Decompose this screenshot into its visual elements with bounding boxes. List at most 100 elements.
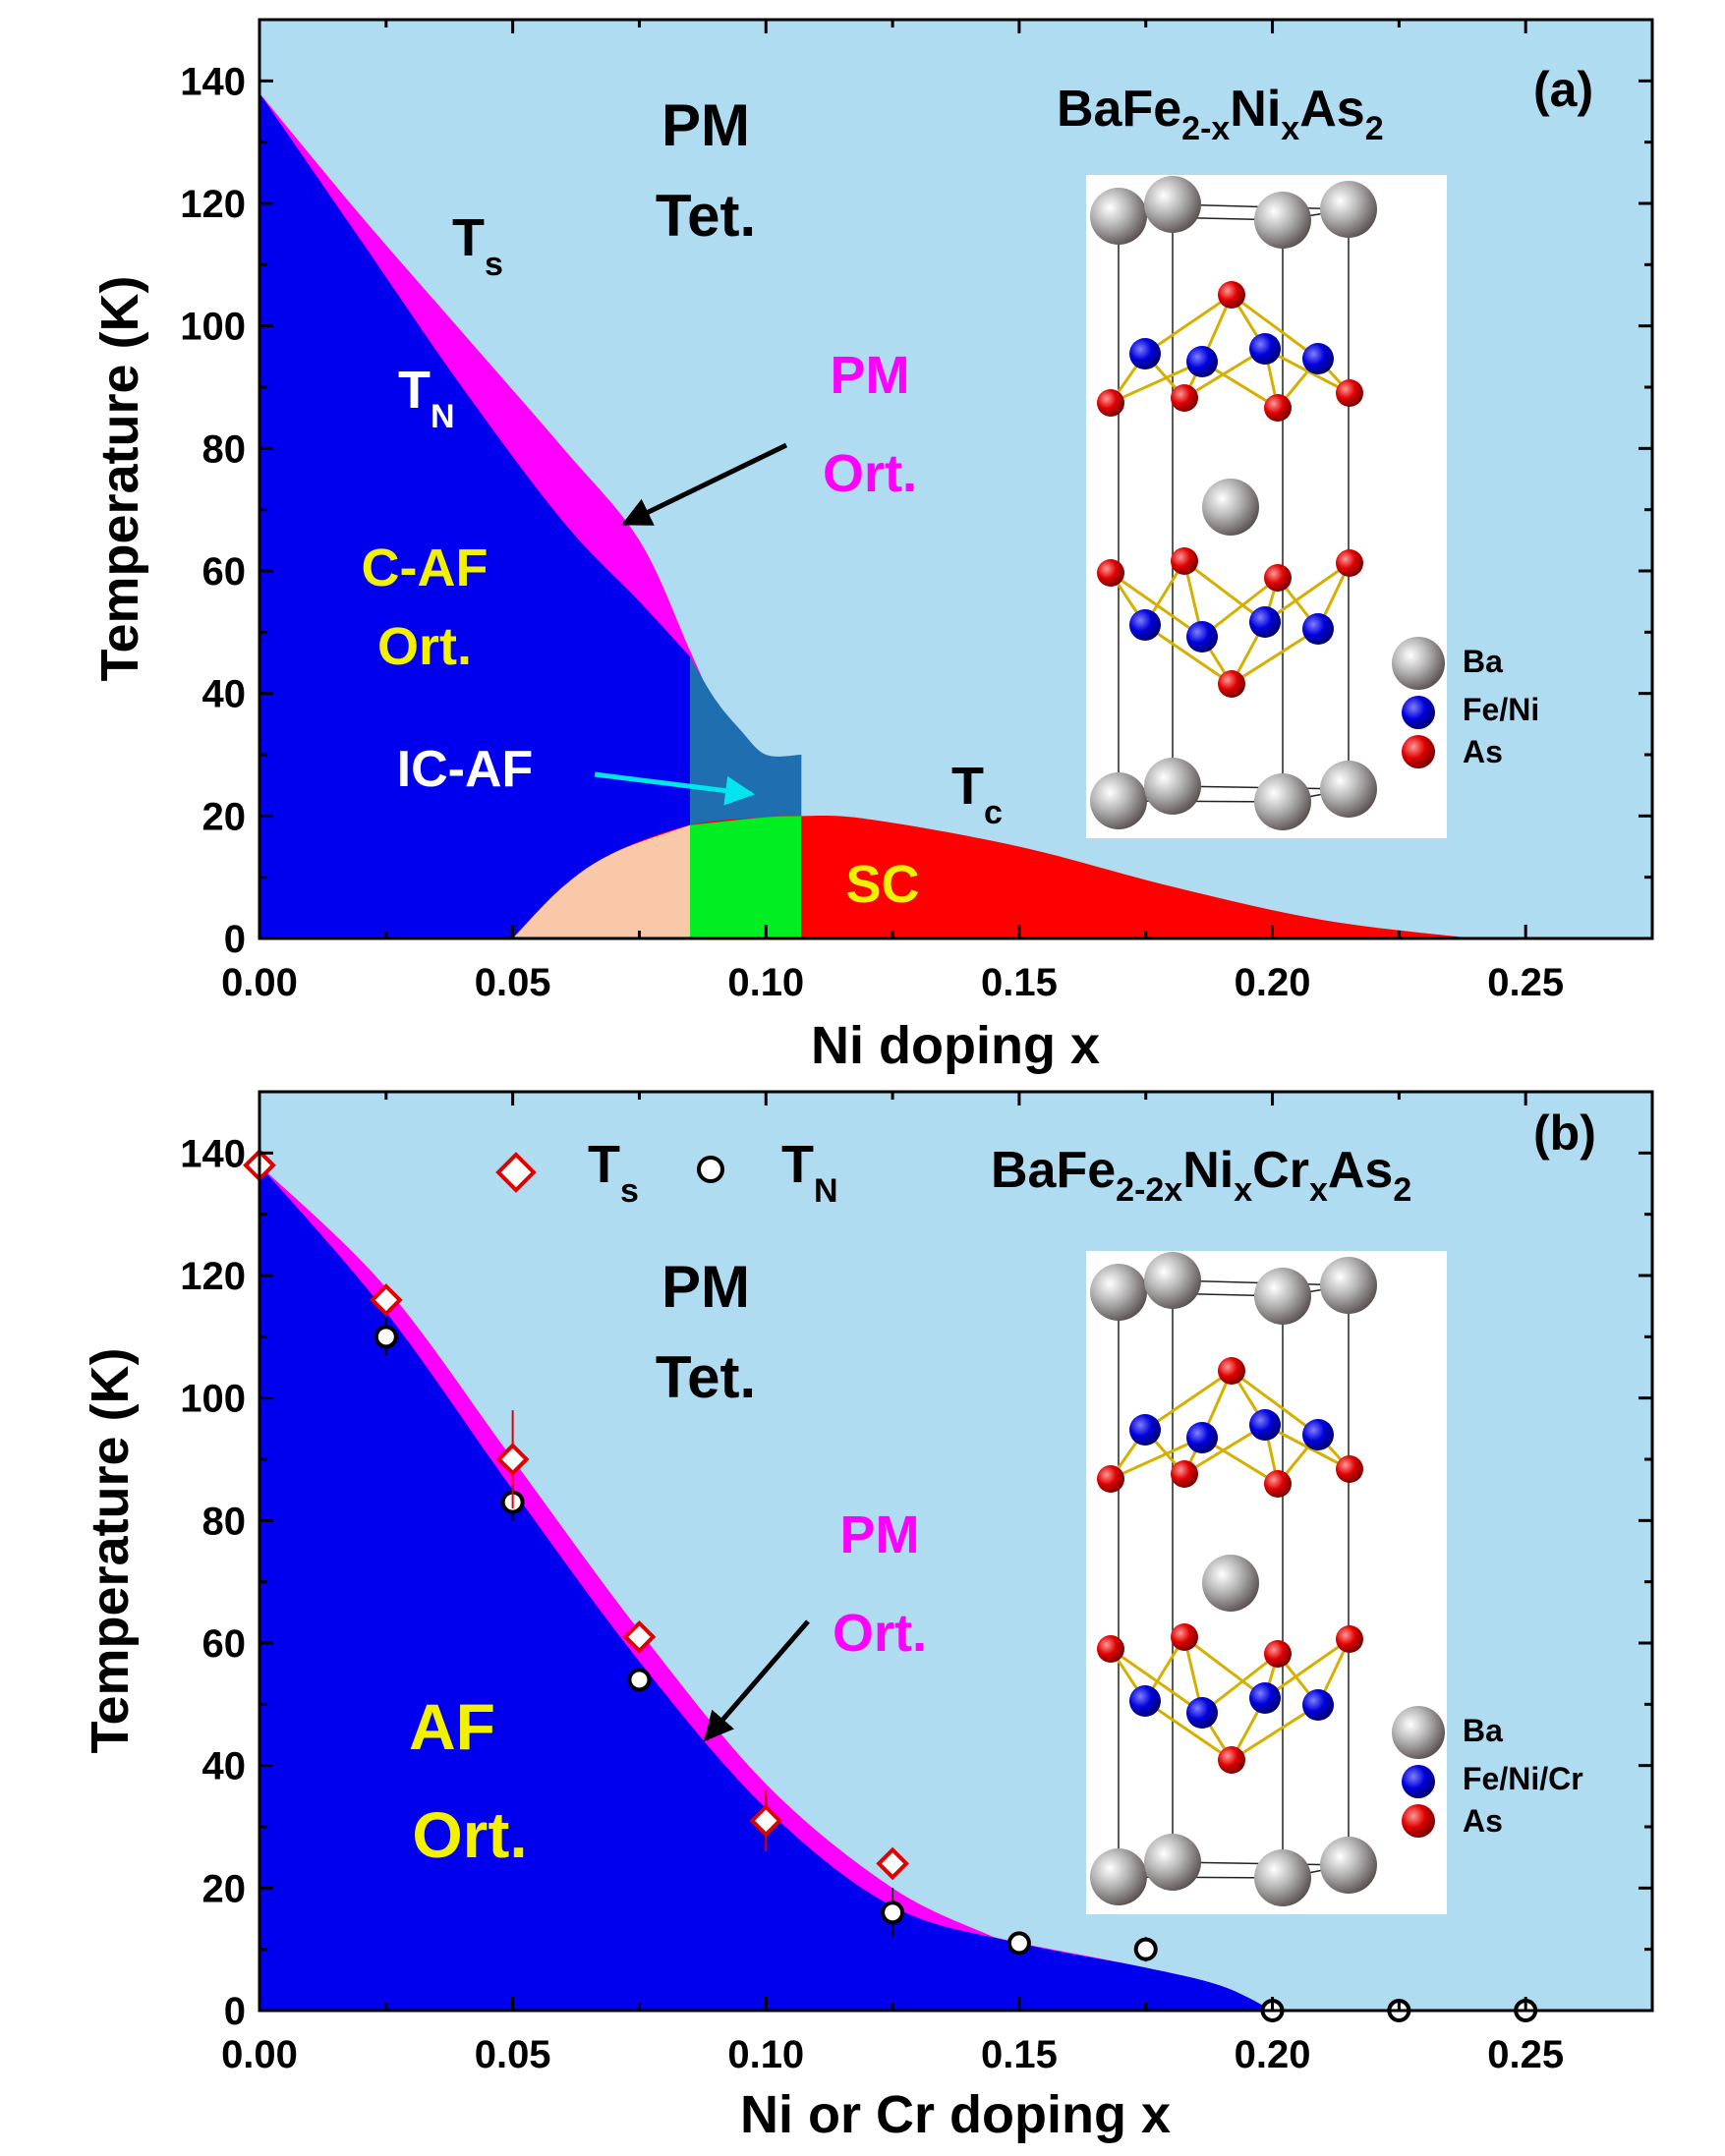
fe-atom bbox=[1129, 338, 1161, 369]
panel-a-sc-label: SC bbox=[845, 855, 919, 914]
ba-atom bbox=[1320, 1837, 1377, 1894]
fe-as-bond bbox=[1183, 1423, 1266, 1476]
ba-atom bbox=[1320, 181, 1377, 238]
tn-data-point bbox=[374, 1325, 398, 1349]
x-tick-label: 0.25 bbox=[1487, 2033, 1564, 2076]
panel-a-legend-ba-label: Ba bbox=[1463, 644, 1503, 679]
panel-a-crystal-structure bbox=[1086, 175, 1447, 838]
panel-a-pm-ort-label-1: PM bbox=[831, 346, 910, 405]
as-atom bbox=[1218, 281, 1245, 309]
fe-atom bbox=[1302, 613, 1334, 645]
crystal-inset-background bbox=[1086, 175, 1447, 838]
ts-data-point bbox=[749, 1803, 783, 1838]
y-tick-label: 100 bbox=[180, 306, 246, 349]
ba-atom bbox=[1254, 1268, 1311, 1325]
y-tick-label: 80 bbox=[202, 1500, 247, 1543]
as-atom bbox=[1171, 1623, 1198, 1651]
panel-b-pm-tet-label-2: Tet. bbox=[656, 1344, 756, 1410]
fe-atom bbox=[1186, 1697, 1218, 1729]
y-tick-label: 60 bbox=[202, 1622, 247, 1666]
legend-ts-marker bbox=[495, 1152, 537, 1193]
fe-atom bbox=[1249, 1682, 1281, 1714]
fe-atom bbox=[1186, 346, 1218, 377]
as-atom bbox=[1264, 564, 1292, 592]
crystal-inset-background bbox=[1086, 1251, 1447, 1914]
panel-a-caf-label-1: C-AF bbox=[362, 539, 489, 597]
legend-tn-label: TN bbox=[781, 1135, 838, 1210]
ba-atom bbox=[1202, 1555, 1259, 1612]
fe-as-bond bbox=[1231, 293, 1319, 361]
panel-b-compound-title: BaFe2-2xNixCrxAs2 bbox=[991, 1142, 1411, 1209]
fe-as-bond bbox=[1110, 1436, 1203, 1481]
y-tick-label: 140 bbox=[180, 1132, 246, 1175]
panel-b-pm-ort-label-2: Ort. bbox=[833, 1604, 927, 1663]
ba-atom bbox=[1144, 1834, 1201, 1891]
fe-as-bond bbox=[1110, 360, 1203, 405]
ba-atom bbox=[1144, 758, 1201, 815]
x-tick-label: 0.15 bbox=[981, 961, 1058, 1004]
ba-atom bbox=[1090, 1264, 1147, 1321]
panel-b-y-axis-label: Temperature (K) bbox=[81, 1347, 140, 1753]
y-tick-label: 140 bbox=[180, 60, 246, 103]
tn-data-point bbox=[627, 1668, 652, 1692]
panel-a-caf-region bbox=[259, 92, 690, 939]
y-tick-label: 20 bbox=[202, 1867, 247, 1910]
as-atom bbox=[1336, 1455, 1363, 1483]
as-atom bbox=[1171, 1460, 1198, 1488]
y-tick-label: 60 bbox=[202, 550, 247, 594]
x-tick-label: 0.00 bbox=[221, 961, 298, 1004]
tn-data-point bbox=[1006, 1931, 1031, 1956]
fe-as-bond bbox=[1201, 576, 1279, 639]
fe-atom bbox=[1249, 1409, 1281, 1441]
panel-a-x-axis-label: Ni doping x bbox=[811, 1016, 1100, 1075]
y-tick-label: 100 bbox=[180, 1378, 246, 1421]
x-tick-label: 0.05 bbox=[475, 961, 551, 1004]
panel-a-pm-ort-label-2: Ort. bbox=[823, 444, 917, 503]
panel-b-legend-fe-label: Fe/Ni/Cr bbox=[1463, 1761, 1583, 1796]
panel-b-frame bbox=[258, 1090, 1654, 2013]
panel-b-legend-ba-label: Ba bbox=[1463, 1713, 1503, 1748]
x-tick-label: 0.10 bbox=[727, 2033, 804, 2076]
panel-b-series-legend: Ts TN bbox=[495, 1135, 838, 1210]
as-atom bbox=[1218, 670, 1245, 698]
panel-b-label: (b) bbox=[1533, 1106, 1596, 1161]
panel-a-icaf-arrow bbox=[594, 771, 755, 806]
fe-as-bond bbox=[1183, 559, 1266, 624]
panel-a-legend-fe-sphere bbox=[1402, 696, 1435, 729]
ba-atom bbox=[1090, 772, 1147, 829]
panel-a-tn-label: TN bbox=[398, 361, 455, 435]
panel-b-x-axis-label: Ni or Cr doping x bbox=[740, 2085, 1171, 2144]
fe-as-bond bbox=[1231, 1703, 1319, 1762]
fe-as-bond bbox=[1264, 1637, 1351, 1700]
x-tick-label: 0.20 bbox=[1235, 961, 1311, 1004]
panel-a-icaf-label: IC-AF bbox=[397, 741, 534, 798]
ba-atom bbox=[1254, 773, 1311, 830]
panel-a-compound-title: BaFe2-xNixAs2 bbox=[1057, 81, 1384, 147]
panel-b-legend-ba-sphere bbox=[1392, 1706, 1445, 1759]
x-tick-label: 0.15 bbox=[981, 2033, 1058, 2076]
panel-b-data-points bbox=[243, 1148, 1538, 2022]
ba-atom bbox=[1202, 479, 1259, 536]
x-tick-label: 0.25 bbox=[1487, 961, 1564, 1004]
y-tick-label: 0 bbox=[224, 918, 246, 961]
ba-atom bbox=[1090, 188, 1147, 245]
ba-atom bbox=[1144, 1252, 1201, 1309]
panel-b-legend-as-sphere bbox=[1402, 1804, 1435, 1838]
fe-atom bbox=[1249, 606, 1281, 638]
as-atom bbox=[1171, 384, 1198, 412]
legend-ts-label: Ts bbox=[588, 1135, 639, 1210]
panel-a-atom-legend: Ba Fe/Ni As bbox=[1392, 637, 1539, 769]
panel-a-legend-as-sphere bbox=[1402, 735, 1435, 768]
panel-a-pm-ort-arrow bbox=[621, 442, 788, 527]
legend-tn-marker bbox=[697, 1156, 724, 1183]
ba-atom bbox=[1254, 192, 1311, 249]
panel-a-frame bbox=[258, 18, 1654, 940]
panel-b: PM Tet. PM Ort. AF Ort. Ts TN BaFe2-2xNi… bbox=[81, 1090, 1654, 2144]
fe-atom bbox=[1129, 609, 1161, 641]
fe-atom bbox=[1302, 1419, 1334, 1450]
fe-as-bond bbox=[1144, 1369, 1233, 1432]
fe-atom bbox=[1129, 1685, 1161, 1717]
panel-a: PM Tet. Ts TN PM Ort. C-AF Ort. IC-AF Tc… bbox=[90, 18, 1654, 1075]
x-tick-label: 0.00 bbox=[221, 2033, 298, 2076]
